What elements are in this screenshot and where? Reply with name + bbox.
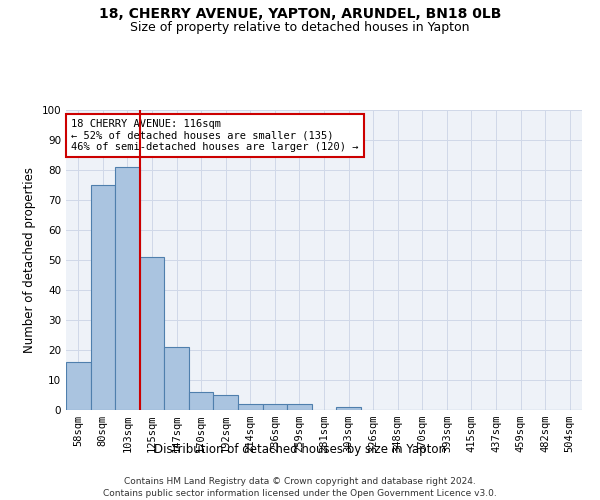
Text: 18, CHERRY AVENUE, YAPTON, ARUNDEL, BN18 0LB: 18, CHERRY AVENUE, YAPTON, ARUNDEL, BN18… <box>99 8 501 22</box>
Y-axis label: Number of detached properties: Number of detached properties <box>23 167 36 353</box>
Bar <box>140 257 164 410</box>
Text: Size of property relative to detached houses in Yapton: Size of property relative to detached ho… <box>130 21 470 34</box>
Bar <box>287 404 312 410</box>
Text: 18 CHERRY AVENUE: 116sqm
← 52% of detached houses are smaller (135)
46% of semi-: 18 CHERRY AVENUE: 116sqm ← 52% of detach… <box>71 119 359 152</box>
Bar <box>91 185 115 410</box>
Text: Distribution of detached houses by size in Yapton: Distribution of detached houses by size … <box>154 442 446 456</box>
Bar <box>214 395 238 410</box>
Text: Contains public sector information licensed under the Open Government Licence v3: Contains public sector information licen… <box>103 489 497 498</box>
Bar <box>336 407 361 410</box>
Bar <box>189 392 214 410</box>
Bar <box>115 167 140 410</box>
Text: Contains HM Land Registry data © Crown copyright and database right 2024.: Contains HM Land Registry data © Crown c… <box>124 478 476 486</box>
Bar <box>263 404 287 410</box>
Bar <box>164 347 189 410</box>
Bar <box>238 404 263 410</box>
Bar <box>66 362 91 410</box>
